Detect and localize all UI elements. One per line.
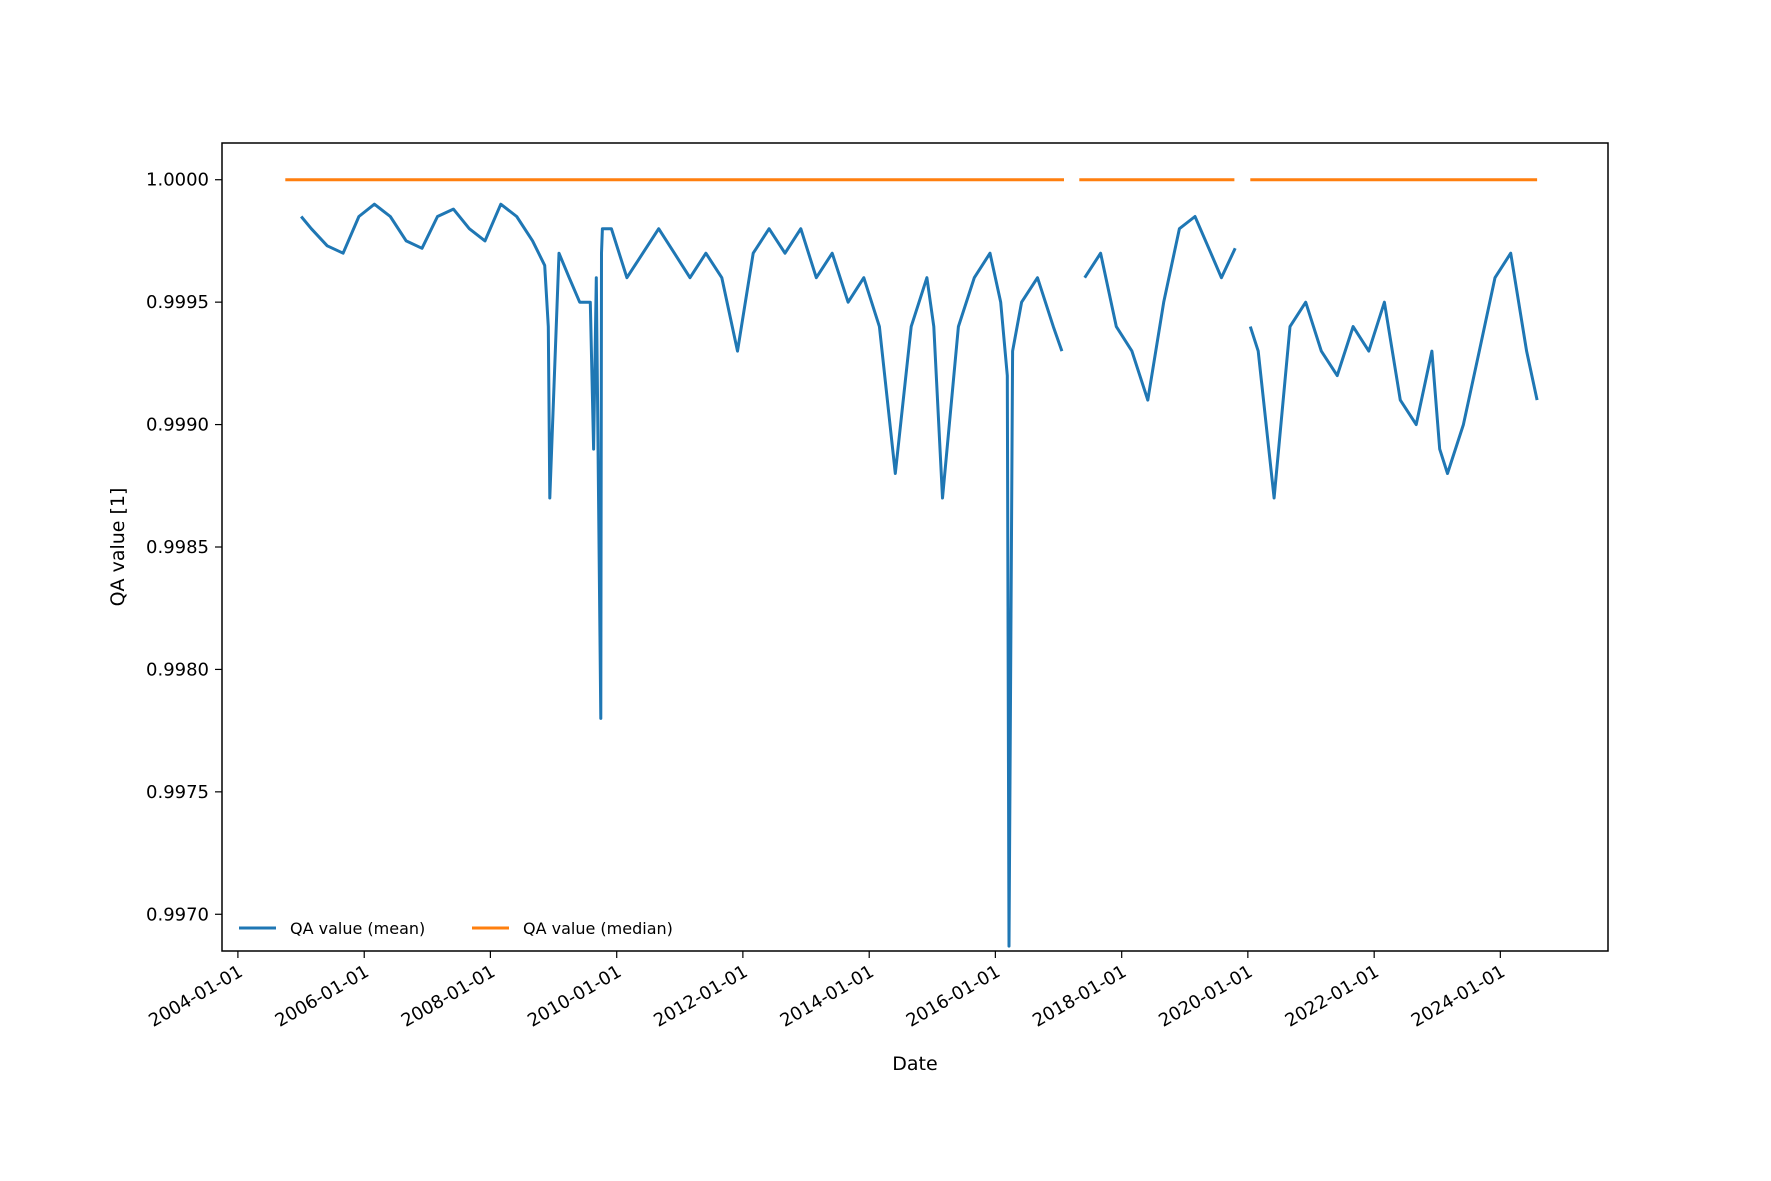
y-tick-label: 0.9970 — [146, 904, 209, 925]
y-axis-label: QA value [1] — [107, 488, 129, 607]
y-tick-label: 0.9975 — [146, 782, 209, 803]
y-tick-label: 0.9985 — [146, 537, 209, 558]
legend: QA value (mean) QA value (median) — [239, 919, 673, 938]
y-tick-label: 0.9995 — [146, 292, 209, 313]
x-axis: 2004-01-01 2006-01-01 2008-01-01 2010-01-01… — [145, 951, 1509, 1032]
y-tick-label: 0.9980 — [146, 659, 209, 680]
y-tick-label: 0.9990 — [146, 415, 209, 436]
y-tick-label: 1.0000 — [146, 170, 209, 191]
x-tick-label: 2018-01-01 — [1029, 961, 1130, 1031]
x-tick-label: 2012-01-01 — [650, 961, 751, 1031]
x-axis-label: Date — [892, 1053, 937, 1075]
x-tick-label: 2014-01-01 — [777, 961, 878, 1031]
plot-lines — [285, 178, 1539, 948]
x-tick-label: 2016-01-01 — [903, 961, 1004, 1031]
x-tick-label: 2022-01-01 — [1282, 961, 1383, 1031]
x-tick-label: 2024-01-01 — [1408, 961, 1509, 1031]
y-axis: 0.9970 0.9975 0.9980 0.9985 0.9990 0.9995 1.00… — [146, 170, 222, 925]
x-tick-label: 2020-01-01 — [1155, 961, 1256, 1031]
plot-frame — [221, 142, 1609, 952]
x-tick-label: 2008-01-01 — [398, 961, 499, 1031]
x-tick-label: 2010-01-01 — [524, 961, 625, 1031]
series-line-mean — [300, 202, 1539, 948]
legend-label: QA value (mean) — [290, 919, 425, 938]
legend-label: QA value (median) — [523, 919, 673, 938]
x-tick-label: 2004-01-01 — [145, 961, 246, 1031]
x-tick-label: 2006-01-01 — [272, 961, 373, 1031]
